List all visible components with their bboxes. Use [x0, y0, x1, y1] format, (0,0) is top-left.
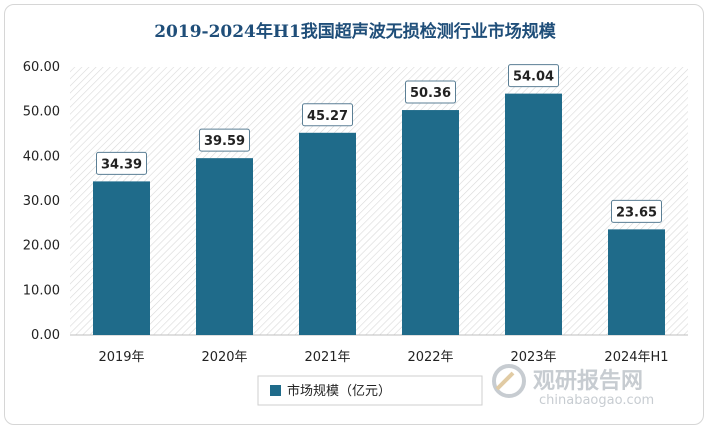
- y-tick-label: 50.00: [23, 105, 60, 120]
- data-label: 50.36: [410, 86, 451, 101]
- x-tick-label: 2020年: [201, 350, 247, 365]
- x-axis: 2019年 2020年 2021年 2022年 2023年 2024年H1: [98, 350, 668, 365]
- watermark-brand: 观研报告网: [533, 369, 643, 394]
- x-tick-label: 2024年H1: [604, 350, 668, 365]
- x-tick-label: 2022年: [407, 350, 453, 365]
- y-tick-label: 0.00: [31, 328, 60, 343]
- legend-box: [257, 375, 483, 406]
- bar: [505, 93, 562, 335]
- bar: [299, 132, 356, 335]
- y-tick-label: 10.00: [23, 283, 60, 298]
- chart-title: 2019-2024年H1我国超声波无损检测行业市场规模: [154, 21, 557, 42]
- x-tick-label: 2021年: [304, 350, 350, 365]
- legend-swatch: [270, 385, 281, 396]
- data-label: 39.59: [204, 134, 245, 149]
- data-label: 23.65: [616, 205, 657, 220]
- x-tick-label: 2023年: [510, 350, 556, 365]
- x-tick-label: 2019年: [98, 350, 144, 365]
- data-label-box: [508, 64, 559, 88]
- bar: [196, 158, 253, 335]
- data-label-box: [96, 151, 147, 175]
- y-tick-label: 60.00: [23, 60, 60, 75]
- data-label-box: [405, 80, 456, 104]
- legend: 市场规模（亿元）: [257, 375, 483, 406]
- watermark-logo-icon: [492, 364, 526, 398]
- bars-group: 34.39 39.59 45.27 50.36 54.04 23.65: [93, 64, 665, 335]
- watermark-url: chinabaogao.com: [539, 393, 654, 408]
- legend-label: 市场规模（亿元）: [287, 383, 391, 399]
- data-label: 45.27: [307, 109, 348, 124]
- bar: [402, 110, 459, 335]
- data-label-box: [611, 199, 662, 223]
- y-tick-label: 20.00: [23, 239, 60, 254]
- plot-area-background: [70, 67, 688, 335]
- data-label-box: [199, 128, 250, 152]
- bar: [93, 181, 150, 335]
- data-label-box: [302, 103, 353, 127]
- y-axis: 0.00 10.00 20.00 30.00 40.00 50.00 60.00: [23, 60, 688, 343]
- watermark: 观研报告网 chinabaogao.com: [492, 364, 654, 408]
- bar: [608, 229, 665, 335]
- data-label: 34.39: [101, 157, 142, 172]
- y-tick-label: 30.00: [23, 194, 60, 209]
- y-tick-label: 40.00: [23, 149, 60, 164]
- data-label: 54.04: [513, 70, 554, 85]
